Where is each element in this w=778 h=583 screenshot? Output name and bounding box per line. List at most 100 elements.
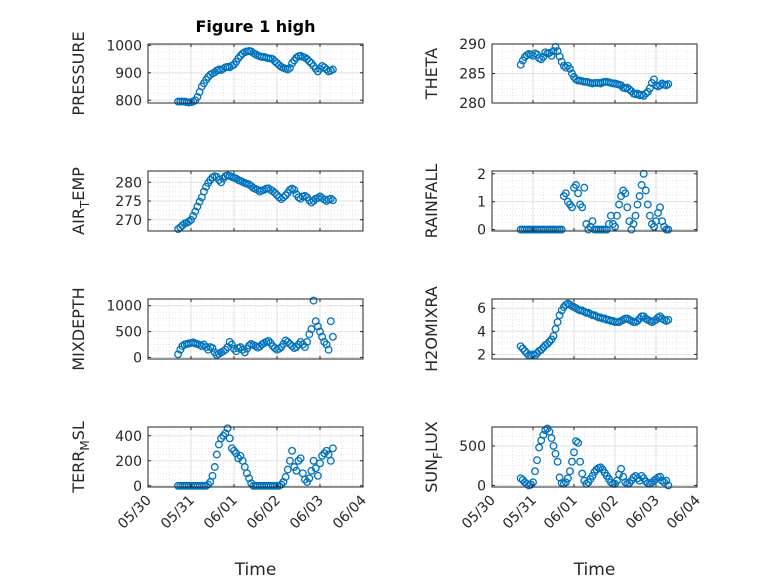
y-tick-label: 400	[115, 429, 142, 445]
data-point	[537, 55, 546, 64]
axes-box	[147, 298, 364, 360]
data-point	[326, 317, 335, 326]
data-point	[580, 183, 589, 192]
series-markers	[516, 299, 673, 360]
data-point	[578, 469, 587, 478]
y-axis-label: TERRMSL	[69, 421, 92, 494]
y-axis-label: MIXDEPTH	[69, 287, 88, 370]
data-point	[572, 437, 580, 446]
axes-box	[491, 170, 698, 232]
data-point	[270, 188, 279, 197]
data-point	[518, 344, 527, 353]
data-point	[225, 434, 234, 443]
y-tick-label: 800	[115, 93, 142, 109]
data-point	[570, 448, 578, 457]
grid	[491, 299, 698, 359]
y-tick-label: 280	[459, 96, 486, 112]
data-point	[664, 315, 673, 324]
data-point	[245, 474, 254, 483]
data-point	[279, 193, 288, 202]
data-point	[662, 476, 671, 485]
data-point	[613, 211, 621, 220]
data-point	[572, 181, 580, 189]
data-point	[664, 481, 673, 490]
y-tick-label: 270	[115, 213, 142, 229]
data-point	[590, 468, 599, 476]
data-point	[527, 480, 535, 489]
data-point	[264, 336, 273, 345]
data-point	[516, 60, 525, 69]
data-point	[629, 473, 638, 482]
data-point	[547, 51, 556, 60]
data-point	[565, 467, 574, 476]
y-tick-label: 4	[477, 324, 486, 340]
data-point	[212, 450, 221, 459]
x-tick-label: 06/02	[582, 493, 622, 533]
data-point	[279, 478, 288, 486]
data-point	[641, 89, 650, 98]
x-tick-label: 05/31	[158, 493, 198, 533]
x-tick-label: 06/01	[541, 493, 581, 533]
data-point	[189, 212, 198, 220]
data-point	[193, 202, 202, 211]
data-point	[313, 471, 322, 480]
data-point	[664, 80, 673, 89]
y-tick-label: 280	[115, 175, 142, 191]
data-point	[328, 444, 337, 453]
data-point	[311, 464, 320, 473]
data-point	[557, 57, 566, 66]
data-point	[531, 467, 539, 476]
y-tick-label: 6	[477, 301, 486, 317]
data-point	[518, 475, 527, 484]
subplot-1: 280 285 290 THETA	[422, 37, 698, 112]
data-point	[563, 474, 572, 483]
axes-box	[147, 426, 364, 488]
data-point	[578, 203, 587, 212]
axes-box	[491, 426, 698, 488]
data-point	[309, 296, 318, 305]
y-axis-label: SUNFLUX	[422, 421, 445, 493]
chart-title: Figure 1 high	[196, 17, 316, 36]
y-axis-label: THETA	[422, 48, 441, 100]
data-point	[643, 200, 652, 209]
data-point	[568, 457, 576, 466]
series-markers	[516, 424, 673, 490]
data-point	[316, 459, 324, 468]
data-point	[551, 449, 560, 458]
y-tick-label: 290	[459, 37, 486, 53]
data-point	[639, 91, 648, 100]
data-point	[191, 207, 200, 216]
data-point	[227, 340, 236, 349]
y-tick-label: 1	[477, 195, 486, 211]
data-point	[320, 63, 329, 72]
data-point	[208, 471, 217, 480]
data-point	[551, 325, 560, 333]
data-point	[664, 225, 673, 234]
y-tick-label: 0	[477, 478, 486, 494]
data-point	[656, 472, 665, 481]
data-point	[621, 189, 630, 198]
series-markers	[174, 424, 337, 490]
data-point	[625, 479, 634, 488]
x-tick-label: 06/03	[287, 493, 327, 533]
data-point	[307, 466, 316, 475]
data-point	[193, 93, 202, 101]
data-point	[516, 474, 525, 483]
data-point	[268, 55, 277, 64]
x-tick-label: 05/31	[500, 493, 540, 533]
data-point	[285, 456, 294, 465]
data-point	[631, 211, 640, 220]
data-point	[283, 337, 292, 346]
data-point	[303, 337, 312, 346]
data-point	[305, 57, 314, 66]
y-tick-label: 0	[133, 479, 142, 495]
data-point	[195, 197, 204, 206]
data-point	[221, 429, 230, 438]
data-point	[275, 344, 284, 353]
data-point	[553, 457, 562, 466]
data-point	[309, 456, 318, 465]
data-point	[557, 225, 566, 234]
data-point	[326, 456, 335, 465]
x-tick-label: 05/30	[115, 493, 155, 533]
data-point	[547, 434, 556, 443]
